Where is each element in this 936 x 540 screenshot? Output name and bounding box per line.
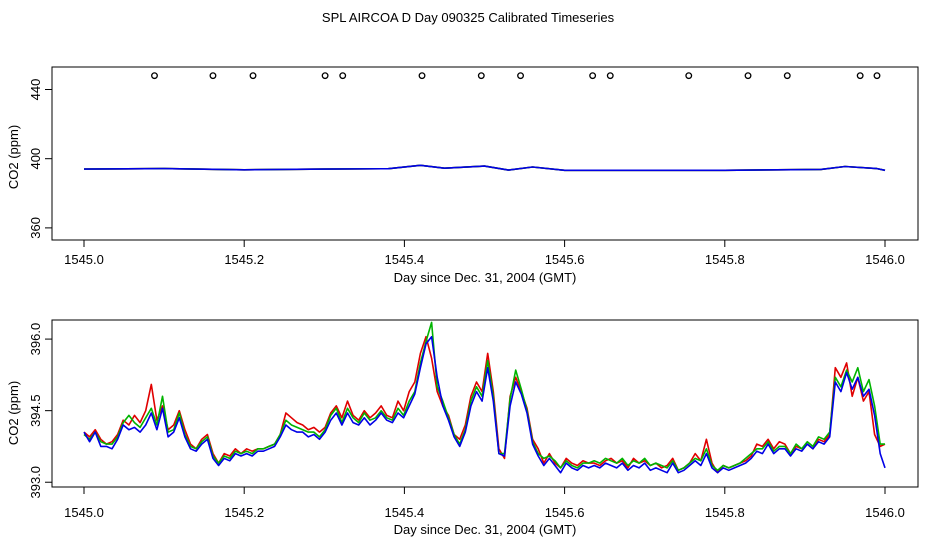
calibration-marker: [517, 72, 524, 80]
series-line-green: [83, 321, 885, 472]
x-tick-label: 1545.0: [64, 505, 104, 520]
calibration-marker: [685, 72, 693, 80]
x-axis-bottom: 1545.0 1545.2 1545.4 1545.6 1545.8 1546.0: [64, 487, 905, 520]
series-line-blue: [83, 335, 886, 474]
x-tick-label: 1545.8: [705, 505, 745, 520]
calibration-marker: [606, 72, 614, 80]
x-tick-label: 1545.6: [545, 252, 585, 267]
calibration-marker: [209, 72, 217, 80]
y-tick-label: 400: [28, 148, 43, 170]
x-tick-label: 1545.0: [64, 252, 104, 267]
series-group-top: [83, 164, 886, 172]
calibration-marker: [783, 72, 791, 80]
y-tick-label: 440: [28, 79, 43, 101]
y-tick-label: 396.0: [28, 323, 43, 356]
y-axis-label-bottom: CO2 (ppm): [6, 381, 21, 445]
x-axis-label-top: Day since Dec. 31, 2004 (GMT): [394, 270, 577, 285]
x-tick-label: 1545.4: [385, 505, 425, 520]
calibration-marker: [873, 72, 881, 80]
y-axis-bottom: 393.0 394.5 396.0: [28, 323, 52, 499]
x-tick-label: 1545.4: [385, 252, 425, 267]
plot-frame-bottom: [51, 319, 919, 488]
figure-title: SPL AIRCOA D Day 090325 Calibrated Times…: [322, 10, 615, 25]
calibration-marker: [477, 72, 485, 80]
x-axis-label-bottom: Day since Dec. 31, 2004 (GMT): [394, 522, 577, 537]
calibration-marker: [151, 72, 158, 80]
x-tick-label: 1545.2: [224, 252, 264, 267]
x-tick-label: 1546.0: [865, 252, 905, 267]
y-tick-label: 394.5: [28, 394, 43, 427]
series-line-blue: [83, 164, 886, 172]
y-tick-label: 393.0: [28, 466, 43, 499]
x-tick-label: 1546.0: [865, 505, 905, 520]
calibration-marker: [339, 72, 347, 80]
calibration-marker: [249, 72, 257, 80]
x-tick-label: 1545.6: [545, 505, 585, 520]
x-tick-label: 1545.8: [705, 252, 745, 267]
x-axis-top: 1545.0 1545.2 1545.4 1545.6 1545.8 1546.0: [64, 240, 905, 267]
calibration-marker: [744, 72, 752, 80]
calibration-marker: [856, 72, 864, 80]
y-axis-top: 360 400 440: [28, 79, 52, 239]
y-axis-label-top: CO2 (ppm): [6, 125, 21, 189]
plot-frame-top: [51, 66, 919, 241]
calibration-marker: [321, 72, 329, 80]
x-tick-label: 1545.2: [224, 505, 264, 520]
chart-panel-bottom: 393.0 394.5 396.0 1545.0 1545.2 1545.4 1545.6…: [6, 319, 919, 537]
series-group-bottom: [83, 321, 886, 474]
chart-panel-top: 360 400 440 1545.0 1545.2 1545.4 1545.6 1545.8…: [6, 66, 919, 285]
calibration-marker: [589, 72, 597, 80]
y-tick-label: 360: [28, 217, 43, 239]
calibration-markers: [151, 72, 881, 80]
series-line-red: [83, 335, 886, 474]
calibration-marker: [418, 72, 426, 80]
